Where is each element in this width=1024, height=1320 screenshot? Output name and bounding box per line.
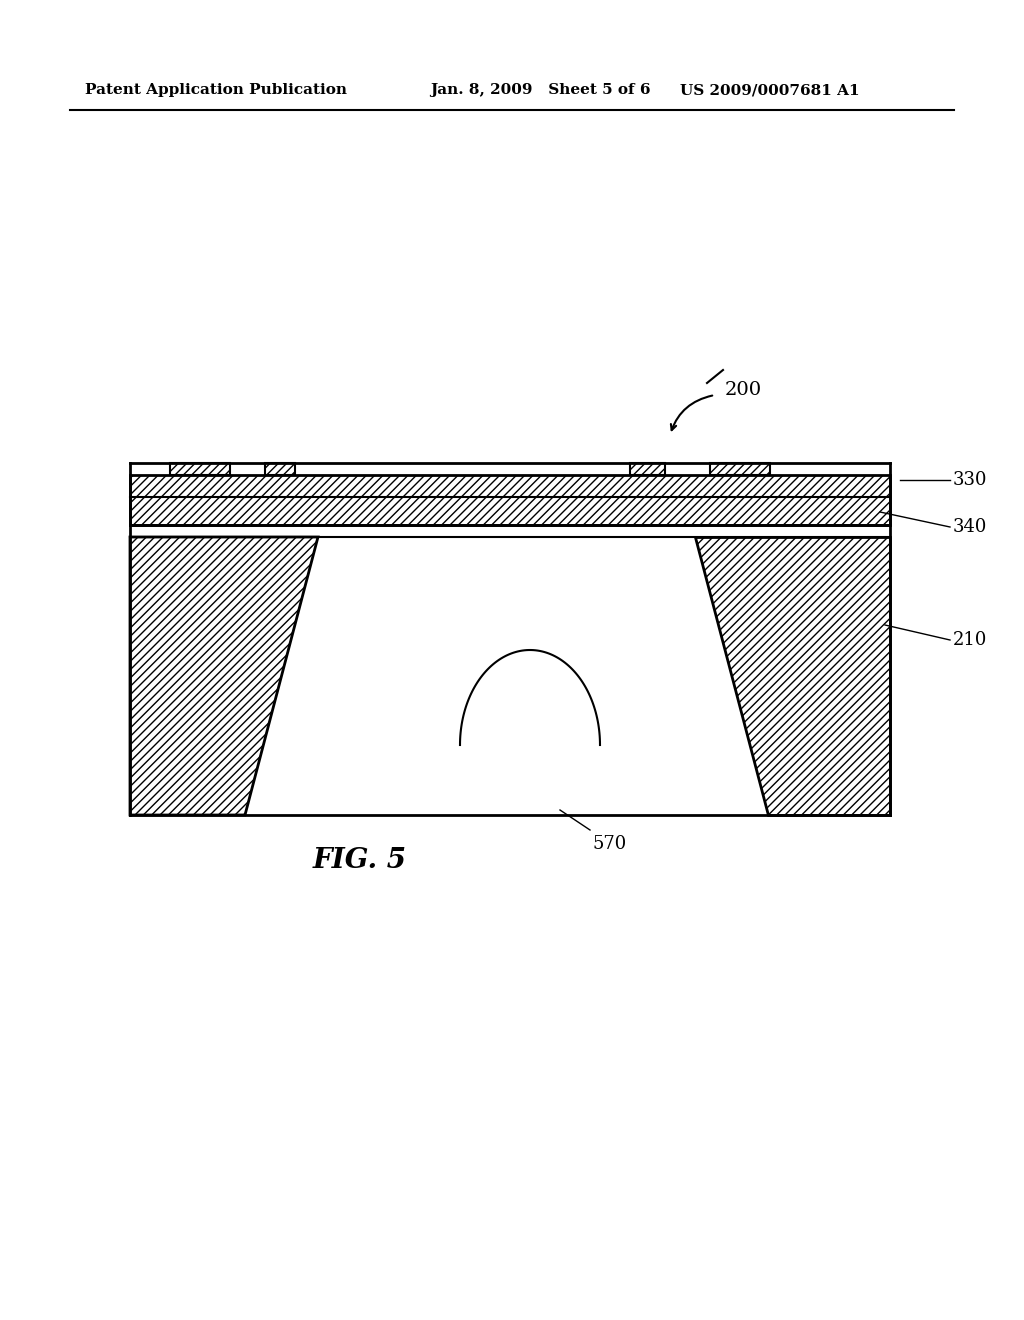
Text: 200: 200 — [725, 381, 762, 399]
Polygon shape — [630, 463, 665, 475]
Text: 570: 570 — [593, 836, 628, 853]
Text: Patent Application Publication: Patent Application Publication — [85, 83, 347, 96]
Text: 340: 340 — [953, 517, 987, 536]
Text: FIG. 5: FIG. 5 — [313, 846, 407, 874]
Polygon shape — [265, 463, 295, 475]
Polygon shape — [130, 475, 890, 525]
Polygon shape — [695, 537, 890, 814]
Text: US 2009/0007681 A1: US 2009/0007681 A1 — [680, 83, 859, 96]
Text: 210: 210 — [953, 631, 987, 649]
Text: Jan. 8, 2009   Sheet 5 of 6: Jan. 8, 2009 Sheet 5 of 6 — [430, 83, 650, 96]
Polygon shape — [170, 463, 230, 475]
Polygon shape — [130, 537, 318, 814]
Polygon shape — [710, 463, 770, 475]
Text: 330: 330 — [953, 471, 987, 488]
